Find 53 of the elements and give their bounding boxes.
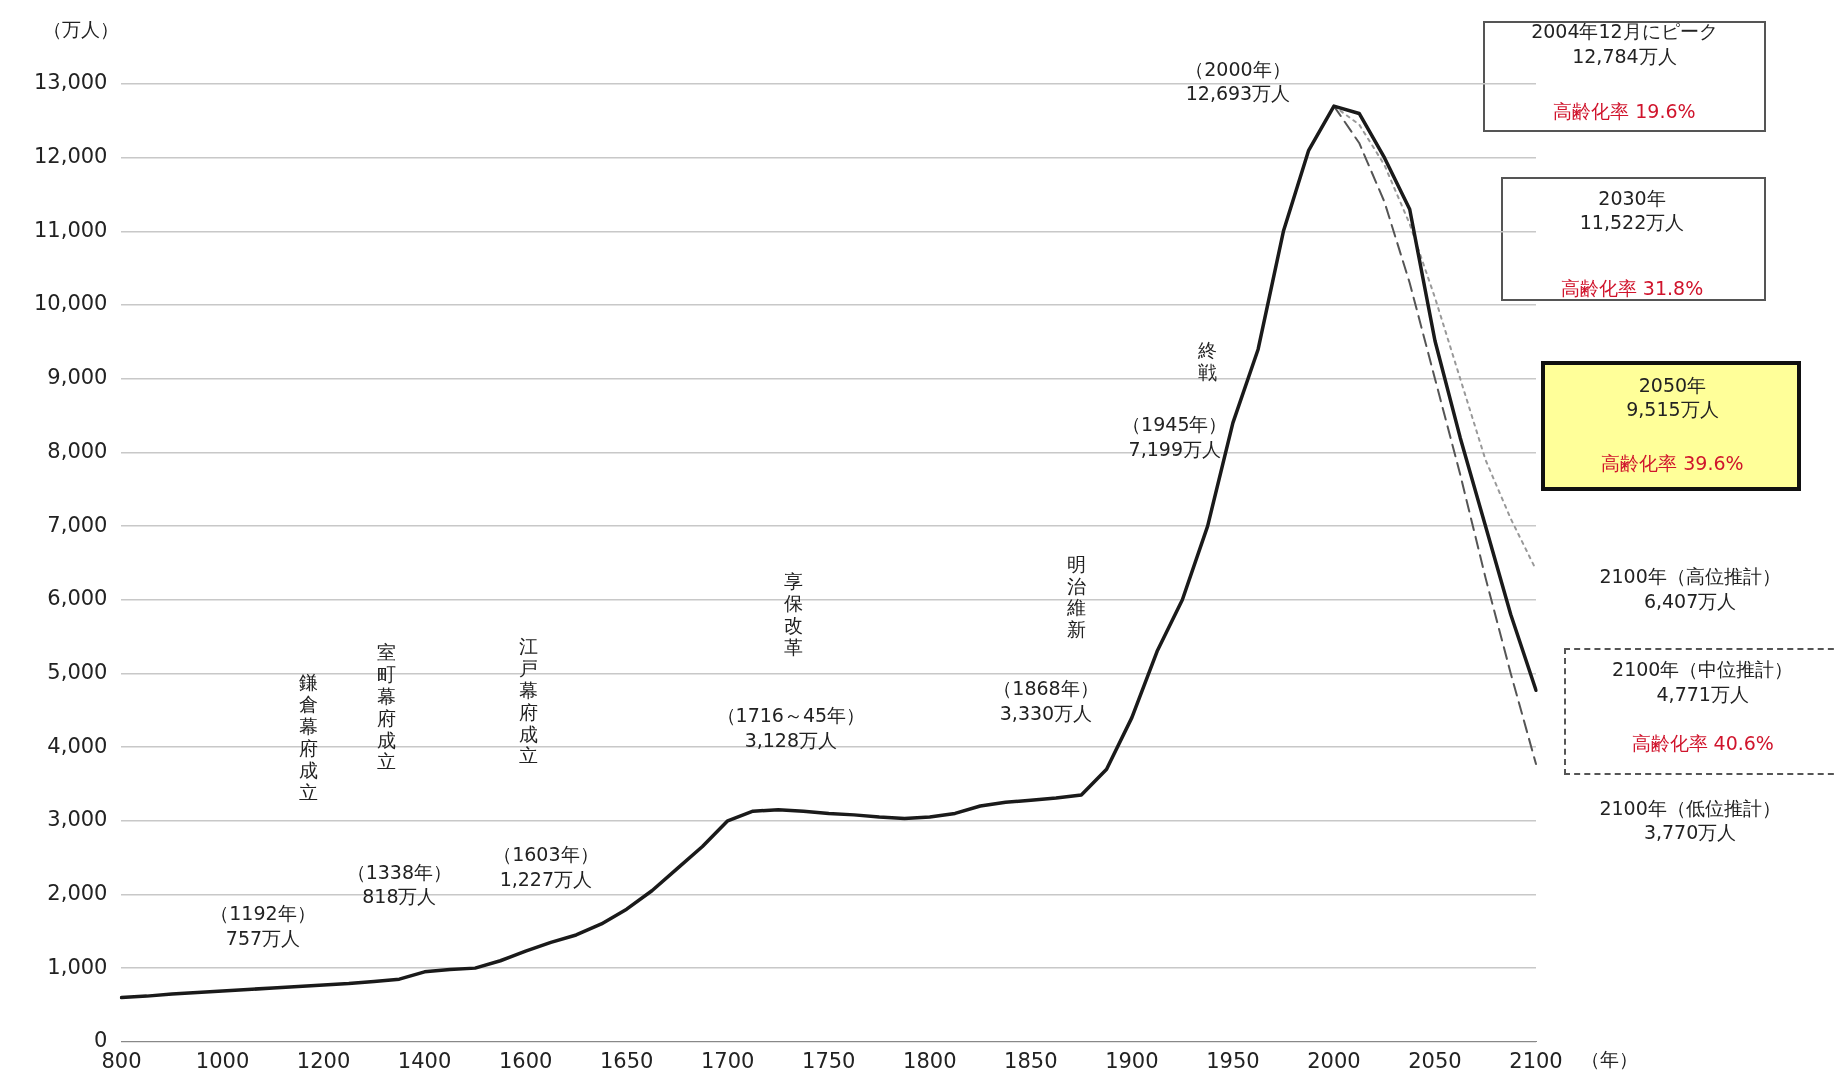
annotation: （1868年） 3,330万人 xyxy=(993,677,1099,724)
text: 2100年（中位推計） 4,771万人 xyxy=(1612,658,1794,705)
text: 2030年 11,522万人 xyxy=(1579,186,1685,234)
annotation: （1716～45年） 3,128万人 xyxy=(716,704,866,752)
annotation: （1945年） 7,199万人 xyxy=(1122,413,1228,461)
annotation: 享保改革 xyxy=(783,570,803,658)
annotation: （1603年） 1,227万人 xyxy=(493,842,599,890)
y-tick-label: 9,000 xyxy=(47,365,108,390)
x-tick-label: 2000 xyxy=(1307,1048,1361,1073)
text: 高齢化率 40.6% xyxy=(1631,732,1774,755)
x-axis-title: （年） xyxy=(1581,1048,1638,1071)
line-series xyxy=(1332,105,1537,766)
y-tick-label: 12,000 xyxy=(34,144,108,169)
x-tick-label: 1800 xyxy=(903,1048,957,1073)
x-tick-label: 1600 xyxy=(498,1048,553,1073)
x-tick-label: 1200 xyxy=(296,1048,351,1073)
x-tick-label: 2100 xyxy=(1509,1048,1563,1073)
y-tick-label: 1,000 xyxy=(47,954,108,979)
annotation: 終戦 xyxy=(1197,339,1218,383)
x-tick-label: 1900 xyxy=(1105,1048,1159,1073)
y-tick-label: 13,000 xyxy=(34,70,108,95)
text: 高齢化率 31.8% xyxy=(1560,277,1704,300)
annotation: （2000年） 12,693万人 xyxy=(1185,57,1291,105)
y-tick-label: 6,000 xyxy=(47,586,108,611)
text: 2004年12月にピーク 12,784万人 xyxy=(1531,20,1718,67)
annotation: 鎌倉幕府成立 xyxy=(298,671,318,803)
y-tick-label: 4,000 xyxy=(47,733,108,758)
text: 高齢化率 39.6% xyxy=(1601,451,1744,474)
y-tick-label: 2,000 xyxy=(47,880,108,905)
annotation: 室町幕府成立 xyxy=(377,641,397,773)
y-axis-title: （万人） xyxy=(43,18,120,41)
x-tick-label: 1850 xyxy=(1004,1048,1058,1073)
annotation: 江戸幕府成立 xyxy=(518,635,538,767)
x-tick-label: 1400 xyxy=(397,1048,452,1073)
y-tick-label: 3,000 xyxy=(47,807,108,832)
y-tick-label: 8,000 xyxy=(47,438,108,463)
x-tick-label: 1700 xyxy=(700,1048,755,1073)
y-tick-label: 5,000 xyxy=(47,659,108,684)
text: 2100年（低位推計） 3,770万人 xyxy=(1599,796,1781,844)
text: 高齢化率 19.6% xyxy=(1553,100,1696,123)
y-tick-label: 11,000 xyxy=(34,217,108,242)
y-tick-label: 7,000 xyxy=(47,512,108,537)
x-tick-label: 1950 xyxy=(1206,1048,1260,1073)
annotation: 明治維新 xyxy=(1065,552,1086,641)
x-tick-label: 1000 xyxy=(195,1048,250,1073)
annotation: （1338年） 818万人 xyxy=(346,860,453,908)
x-tick-label: 2050 xyxy=(1408,1048,1462,1073)
y-tick-label: 10,000 xyxy=(34,291,108,316)
text: 2100年（高位推計） 6,407万人 xyxy=(1599,565,1781,612)
x-tick-label: 1650 xyxy=(599,1048,654,1073)
x-tick-label: 1750 xyxy=(802,1048,856,1073)
annotation: （1192年） 757万人 xyxy=(210,901,316,949)
text: 2050年 9,515万人 xyxy=(1626,373,1719,421)
